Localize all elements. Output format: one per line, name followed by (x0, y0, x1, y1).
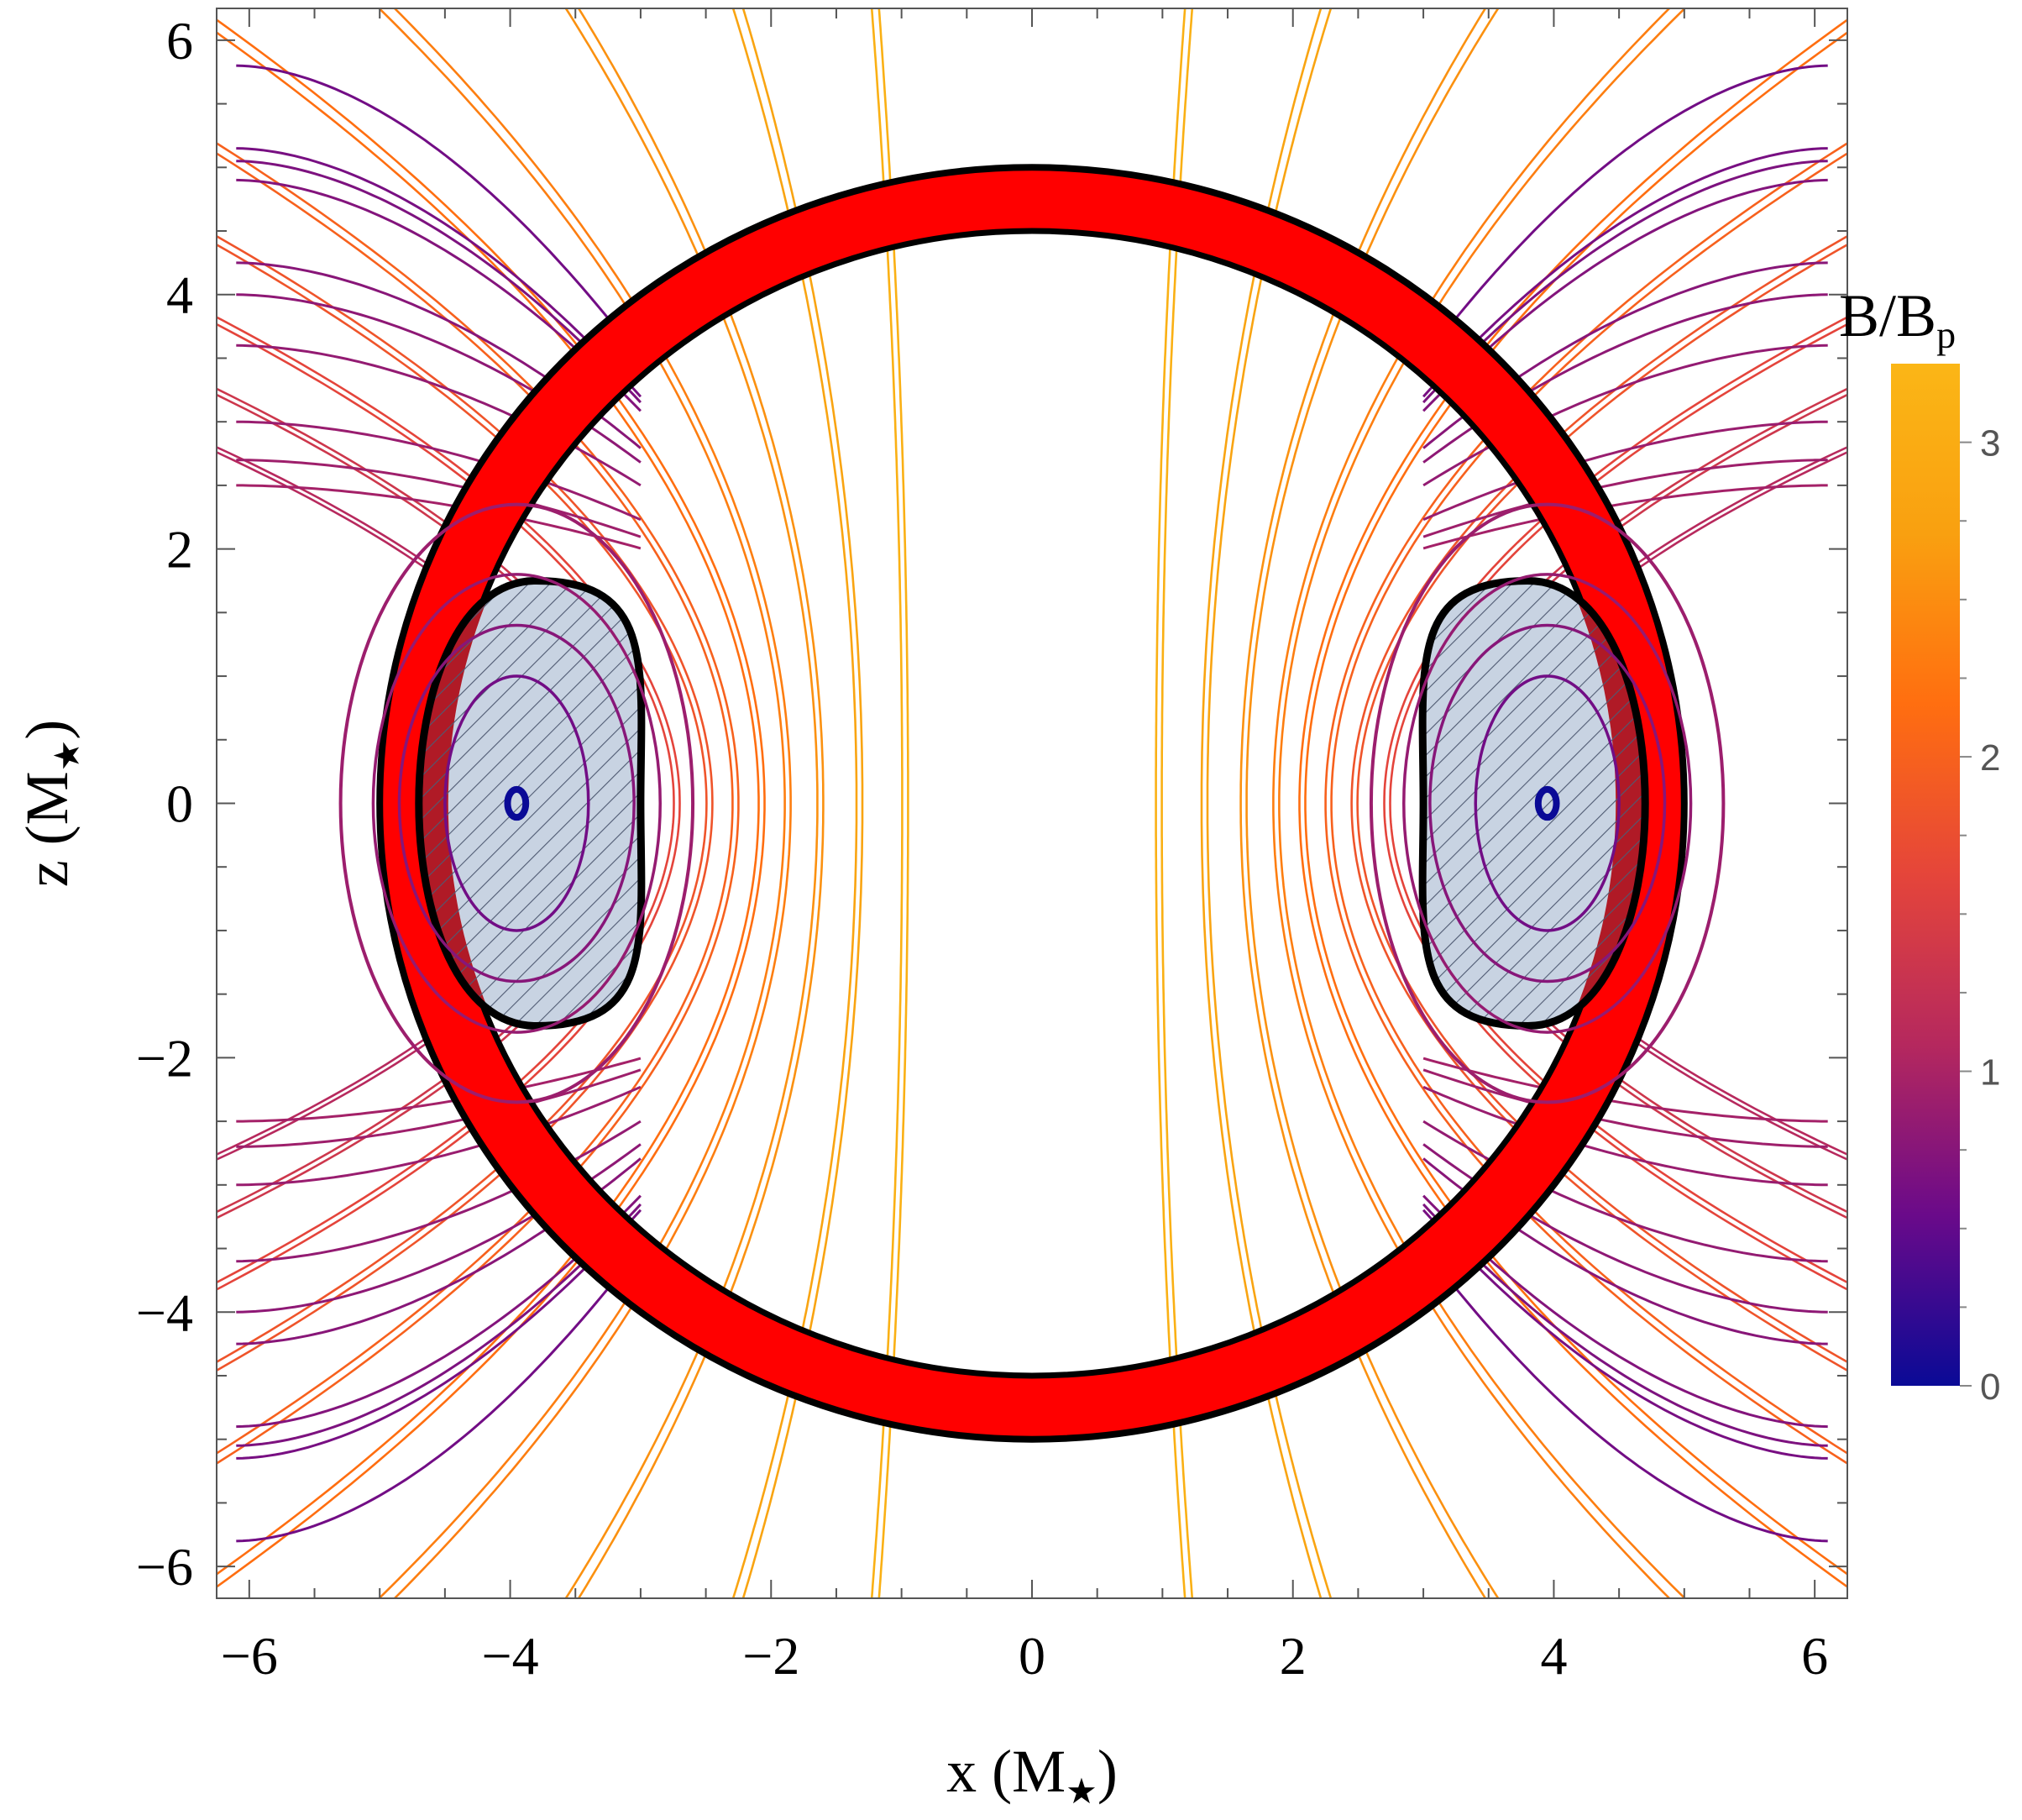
field-line (877, 8, 909, 1598)
field-line (1324, 141, 1847, 1466)
field-line (217, 316, 681, 1291)
y-tick-label: −4 (136, 1282, 193, 1342)
hatched-regions (415, 576, 1649, 1031)
colorbar-tick-label: 1 (1980, 1052, 2000, 1094)
closed-field-loop (397, 623, 636, 983)
field-line (1298, 18, 1847, 1588)
field-line (1422, 484, 1828, 550)
field-line (217, 141, 740, 1466)
field-line (236, 420, 642, 522)
field-line (1422, 160, 1828, 404)
centre-loop (1534, 785, 1560, 821)
field-line (217, 31, 760, 1576)
field-line (1389, 323, 1847, 1284)
field-line (236, 64, 642, 360)
x-tick-label: −4 (482, 1626, 539, 1686)
colorbar-bar (1891, 364, 1960, 1386)
field-line (217, 243, 708, 1364)
field-line (217, 18, 766, 1588)
field-line (236, 484, 642, 550)
y-tick-label: 0 (166, 774, 193, 834)
field-line (236, 178, 642, 412)
closed-field-loop (371, 573, 662, 1034)
closed-field-loop (338, 502, 695, 1104)
x-tick-labels: −6 −4 −2 0 2 4 6 (221, 1626, 1828, 1686)
field-line (1383, 316, 1847, 1291)
field-line (217, 234, 714, 1372)
closed-field-loop (443, 674, 590, 932)
colorbar-tick-label: 0 (1980, 1366, 2000, 1408)
field-line (217, 323, 675, 1284)
y-tick-label: 2 (166, 520, 193, 580)
x-axis-label: x (M★) (946, 1738, 1118, 1812)
y-tick-label: −2 (136, 1028, 193, 1088)
closed-field-loop (1474, 674, 1621, 932)
x-tick-label: −6 (221, 1626, 278, 1686)
field-line (236, 1085, 642, 1187)
colorbar-tick-label: 2 (1980, 737, 2000, 779)
hatched-region-hatch (1422, 580, 1646, 1026)
field-line (1278, 8, 1687, 1598)
field-line (1272, 8, 1671, 1598)
closed-field-loop (1428, 623, 1667, 983)
field-line (1350, 234, 1847, 1372)
y-tick-label: 4 (166, 265, 193, 325)
field-line (1330, 152, 1847, 1455)
field-line (1356, 243, 1847, 1364)
field-line (1155, 8, 1186, 1598)
field-line (1422, 1194, 1828, 1429)
field-line (236, 1194, 642, 1429)
hatched-region-hatch (418, 580, 642, 1026)
field-line (1422, 1209, 1828, 1460)
y-axis-label: z (M★) (13, 720, 87, 888)
shell-outer-edge (376, 164, 1688, 1443)
y-tick-labels: −6 −4 −2 0 2 4 6 (136, 11, 193, 1597)
field-line (1422, 178, 1828, 412)
colorbar: 0 1 2 3 B/Bp (1839, 282, 2000, 1408)
y-tick-label: −6 (136, 1537, 193, 1597)
field-line (393, 8, 792, 1598)
field-line (1304, 31, 1847, 1576)
centre-loop (504, 785, 530, 821)
field-line (1422, 147, 1828, 398)
y-tick-label: 6 (166, 11, 193, 71)
colorbar-ticks: 0 1 2 3 (1960, 423, 2000, 1408)
field-line (236, 1203, 642, 1447)
field-line (1160, 8, 1194, 1598)
inner-field-loops (338, 502, 1726, 1104)
field-line (1422, 1057, 1828, 1123)
hatched-region-border (415, 576, 646, 1031)
colorbar-tick-label: 3 (1980, 423, 2000, 464)
x-tick-label: 4 (1540, 1626, 1567, 1686)
field-line (236, 459, 642, 538)
field-line (236, 160, 642, 404)
colorbar-label: B/Bp (1839, 282, 1956, 356)
field-line (1422, 1085, 1828, 1187)
field-line (1422, 64, 1828, 360)
field-line (377, 8, 786, 1598)
x-tick-label: 2 (1280, 1626, 1307, 1686)
field-line (1422, 459, 1828, 538)
field-line (1422, 1246, 1828, 1543)
shell-annulus (380, 166, 1684, 1440)
field-line (1422, 1203, 1828, 1447)
field-line (236, 147, 642, 398)
field-line (217, 152, 734, 1455)
closed-field-loop (1402, 573, 1693, 1034)
hatched-region-border (1418, 576, 1649, 1031)
field-line (870, 8, 904, 1598)
field-line (236, 1209, 642, 1460)
x-tick-label: 6 (1801, 1626, 1828, 1686)
field-line (236, 1068, 642, 1148)
x-tick-label: −2 (742, 1626, 799, 1686)
field-line (1422, 1068, 1828, 1148)
axis-ticks (217, 8, 1847, 1598)
field-line (236, 1246, 642, 1543)
x-tick-label: 0 (1019, 1626, 1045, 1686)
closed-field-loop (1369, 502, 1726, 1104)
field-line (236, 1057, 642, 1123)
field-line (1422, 420, 1828, 522)
